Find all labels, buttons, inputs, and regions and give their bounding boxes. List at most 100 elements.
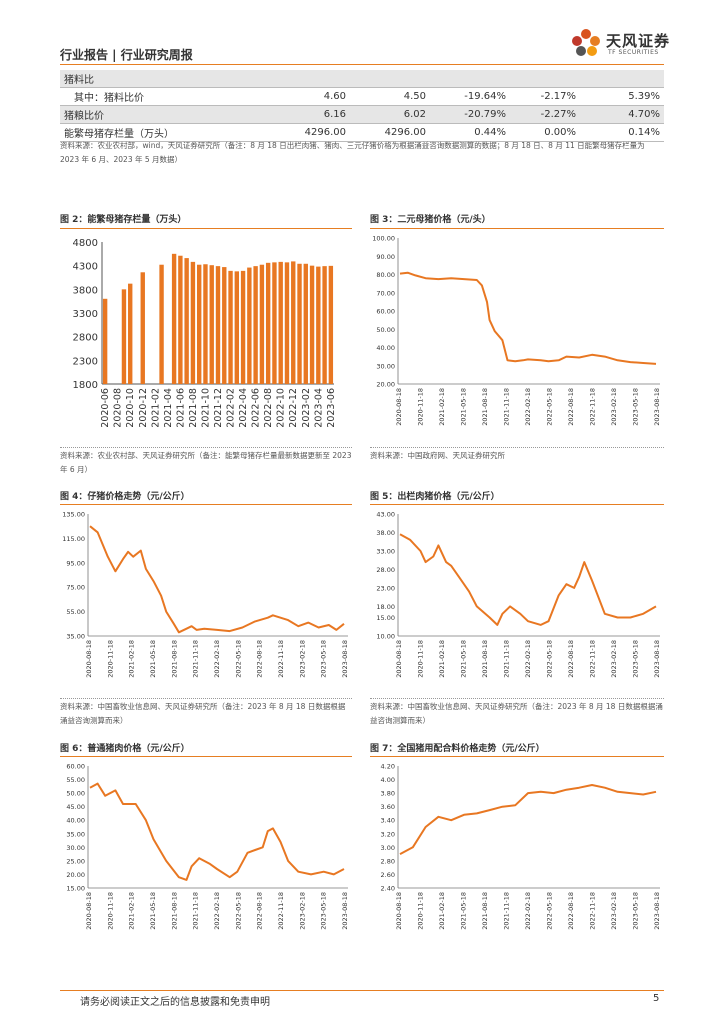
bar <box>128 283 133 384</box>
bar <box>297 263 302 384</box>
x-tick-label: 2020-08-18 <box>395 388 403 426</box>
x-tick-label: 2022-05-18 <box>546 640 554 678</box>
bar <box>253 266 258 384</box>
y-tick-label: 23.00 <box>376 584 395 592</box>
table-row: 猪粮比价 6.16 6.02 -20.79% -2.27% 4.70% <box>60 105 664 124</box>
bar <box>316 266 321 384</box>
bar <box>196 264 202 384</box>
x-tick-label: 2022-08-18 <box>567 640 575 678</box>
page-number: 5 <box>653 993 660 1004</box>
y-tick-label: 3.60 <box>381 803 395 811</box>
x-tick-label: 2020-11-18 <box>106 892 114 930</box>
y-tick-label: 15.00 <box>376 614 395 622</box>
x-tick-label: 2023-08-18 <box>653 640 661 678</box>
bar <box>203 264 208 384</box>
y-tick-label: 40.00 <box>66 817 85 825</box>
x-tick-label: 2023-04 <box>313 388 324 428</box>
x-tick-label: 2022-02 <box>226 388 237 428</box>
y-tick-label: 35.00 <box>66 830 85 838</box>
x-tick-label: 2023-02-18 <box>298 892 306 930</box>
x-tick-label: 2020-10 <box>125 388 136 428</box>
bar <box>190 261 196 384</box>
y-tick-label: 115.00 <box>62 535 85 543</box>
y-tick-label: 60.00 <box>376 308 395 316</box>
figure-rule <box>370 504 664 505</box>
x-tick-label: 2023-02-18 <box>610 640 618 678</box>
y-tick-label: 4300 <box>73 262 98 273</box>
bar <box>259 264 265 384</box>
price-table: 猪料比 其中：猪料比价 4.60 4.50 -19.64% -2.17% 5.39% … <box>60 70 664 142</box>
x-tick-label: 2021-05-18 <box>460 640 468 678</box>
y-tick-label: 70.00 <box>376 289 395 297</box>
x-tick-label: 2021-11-18 <box>192 892 200 930</box>
header-rule <box>60 64 664 65</box>
x-tick-label: 2022-11-18 <box>589 892 597 930</box>
figure-rule <box>60 756 352 757</box>
x-tick-label: 2023-02-18 <box>298 640 306 678</box>
bar <box>322 266 327 384</box>
x-tick-label: 2021-02-18 <box>438 388 446 426</box>
x-tick-label: 2023-08-18 <box>653 892 661 930</box>
x-tick-label: 2020-08 <box>113 388 124 428</box>
bar <box>284 262 290 384</box>
figure-rule <box>370 228 664 229</box>
y-tick-label: 45.00 <box>66 803 85 811</box>
binary-sow-price-chart: 20.00 30.00 40.00 50.00 60.00 70.00 80.00 90.00… <box>372 235 661 426</box>
bar <box>159 264 164 384</box>
figure-title: 图 5：出栏肉猪价格（元/公斤） <box>370 492 500 502</box>
x-tick-label: 2023-05-18 <box>632 388 640 426</box>
hog-price-chart: 10.00 15.00 18.00 23.00 28.00 33.00 38.00 43.00… <box>376 511 661 678</box>
figure-rule <box>370 756 664 757</box>
figure-title: 图 2：能繁母猪存栏量（万头） <box>60 215 187 225</box>
y-tick-label: 38.00 <box>376 529 395 537</box>
x-tick-label: 2022-10 <box>276 388 287 428</box>
x-tick-label: 2021-02-18 <box>128 892 136 930</box>
x-tick-label: 2021-08-18 <box>481 892 489 930</box>
logo-text-en: TF SECURITIES <box>608 49 659 56</box>
bar <box>121 289 127 384</box>
x-tick-label: 2021-05-18 <box>460 388 468 426</box>
y-tick-label: 20.00 <box>376 381 395 389</box>
x-tick-label: 2020-06 <box>100 388 111 428</box>
x-tick-label: 2023-05-18 <box>320 640 328 678</box>
y-tick-label: 40.00 <box>376 344 395 352</box>
y-tick-label: 3.80 <box>381 790 395 798</box>
disclaimer-text: 请务必阅读正文之后的信息披露和免责申明 <box>80 997 270 1008</box>
y-tick-label: 4800 <box>73 238 98 249</box>
y-tick-label: 3.00 <box>381 844 395 852</box>
y-tick-label: 75.00 <box>66 584 85 592</box>
x-tick-label: 2020-08-18 <box>395 892 403 930</box>
x-tick-label: 2022-02-18 <box>213 892 221 930</box>
x-tick-label: 2023-08-18 <box>341 640 349 678</box>
bar <box>184 258 189 384</box>
x-tick-label: 2021-05-18 <box>460 892 468 930</box>
y-tick-label: 135.00 <box>62 511 85 519</box>
x-tick-label: 2022-05-18 <box>234 892 242 930</box>
x-tick-label: 2020-12 <box>138 388 149 428</box>
y-tick-label: 50.00 <box>66 790 85 798</box>
x-tick-label: 2021-10 <box>200 388 211 428</box>
figure-rule <box>60 228 352 229</box>
x-tick-label: 2020-08-18 <box>85 640 93 678</box>
feed-price-chart: 2.40 2.60 2.80 3.00 3.20 3.40 3.60 3.80 4.00 4.20… <box>381 763 661 930</box>
x-tick-label: 2022-11-18 <box>277 640 285 678</box>
bar <box>328 265 334 384</box>
table-row: 能繁母猪存栏量（万头） 4296.00 4296.00 0.44% 0.00% 0.1… <box>60 123 664 142</box>
x-tick-label: 2021-08-18 <box>170 892 178 930</box>
x-tick-label: 2020-11-18 <box>106 640 114 678</box>
series-line <box>399 784 657 855</box>
y-tick-label: 50.00 <box>376 326 395 334</box>
logo-text-cn: 天风证券 <box>606 32 671 50</box>
x-tick-label: 2023-05-18 <box>632 892 640 930</box>
y-tick-label: 30.00 <box>66 844 85 852</box>
x-tick-label: 2021-02-18 <box>438 892 446 930</box>
x-tick-label: 2022-11-18 <box>589 640 597 678</box>
series-line <box>89 782 345 881</box>
x-tick-label: 2022-08-18 <box>256 640 264 678</box>
x-tick-label: 2022-08-18 <box>256 892 264 930</box>
x-tick-label: 2021-11-18 <box>503 388 511 426</box>
x-tick-label: 2020-11-18 <box>417 892 425 930</box>
x-tick-label: 2021-02-18 <box>438 640 446 678</box>
x-tick-label: 2021-11-18 <box>503 892 511 930</box>
x-tick-label: 2023-02-18 <box>610 892 618 930</box>
